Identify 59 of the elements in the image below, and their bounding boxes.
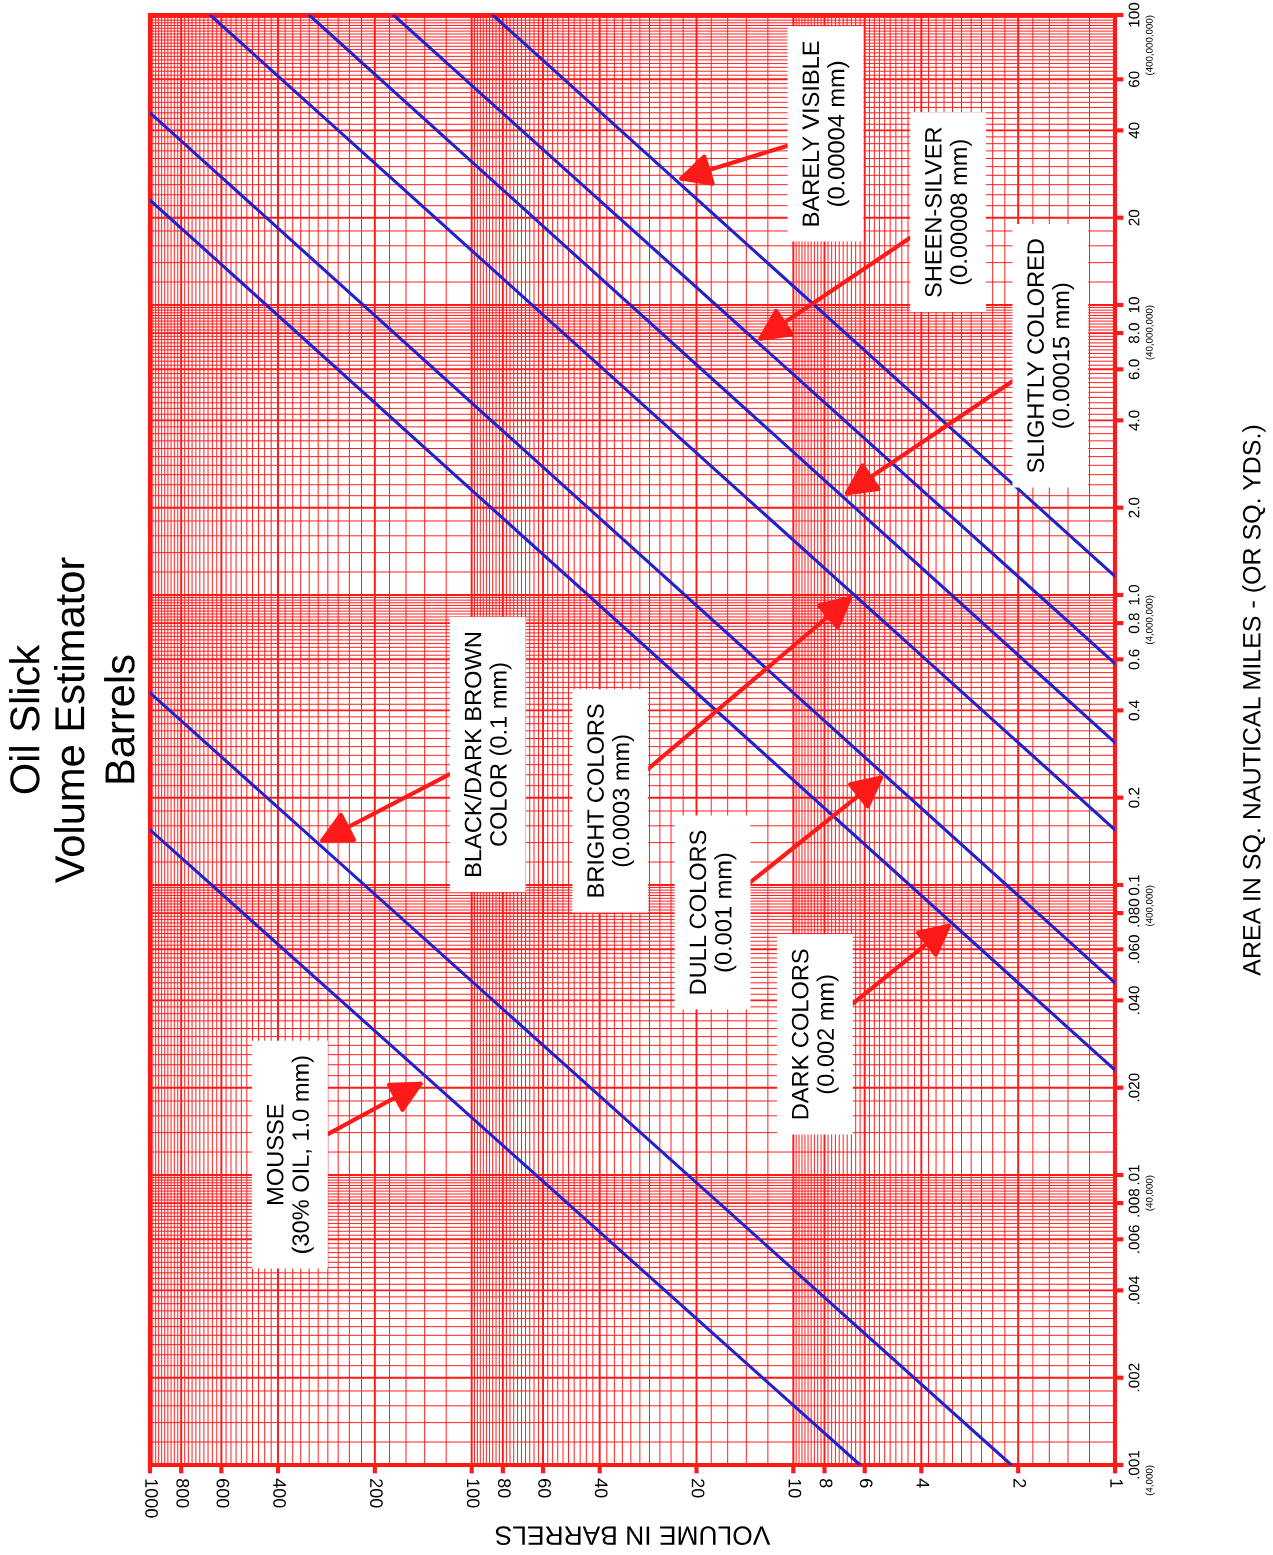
y-tick-label: .004: [1128, 1275, 1140, 1304]
y-tick-label: 1.0: [1128, 584, 1140, 605]
text: (400,000,000): [1145, 15, 1155, 75]
x-tick-label: 10: [788, 1479, 802, 1498]
y-tick-label: .001: [1128, 1450, 1140, 1479]
y-tick-label: .008: [1128, 1188, 1140, 1217]
x-tick-label: 600: [216, 1479, 230, 1508]
y-tick-label: 8.0: [1128, 323, 1140, 344]
text: Oil Slick Volume Estimator: [9, 557, 85, 884]
x-tick-label: 1000: [145, 1479, 158, 1518]
y-tick-label: 0.1: [1128, 875, 1140, 896]
y-tick-label: .01: [1128, 1165, 1140, 1185]
x-tick-label: 4: [916, 1478, 930, 1488]
y-tick-label: 6.0: [1128, 359, 1140, 380]
y-tick-label: 10: [1128, 297, 1140, 313]
x-tick-label: 2: [1013, 1479, 1027, 1488]
x-tick-label: 1: [1110, 1479, 1123, 1488]
annotation: SLIGHTLY COLORED (0.00015 mm): [1027, 239, 1075, 473]
x-tick-label: 6: [859, 1479, 873, 1488]
text: (4,000,000): [1145, 595, 1155, 645]
annotation: BRIGHT COLORS (0.0003 mm): [587, 704, 635, 897]
annotation: DULL COLORS (0.001 mm): [689, 830, 737, 994]
x-axis-title: VOLUME IN BARRELS: [495, 1526, 771, 1546]
y-tick-label: .060: [1128, 935, 1140, 963]
y-tick-label: 40: [1128, 122, 1140, 139]
text: (40,000,000): [1145, 305, 1155, 360]
x-tick-label: 60: [538, 1479, 551, 1498]
annotation: DARK COLORS (0.002 mm): [791, 949, 839, 1119]
x-tick-label: 20: [691, 1479, 705, 1498]
y-axis-title: AREA IN SQ. NAUTICAL MILES - (OR SQ. YDS.): [1242, 425, 1266, 976]
y-tick-label: 100: [1128, 2, 1140, 27]
y-tick-label: .020: [1128, 1073, 1140, 1102]
annotation: BLACK/DARK BROWN COLOR (0.1 mm): [464, 633, 512, 876]
annotation: SHEEN-SILVER (0.00008 mm): [924, 127, 972, 297]
annotation: BARELY VISIBLE (0.00004 mm): [802, 41, 850, 226]
text: Barrels: [104, 655, 135, 783]
text: (400,000): [1145, 885, 1155, 927]
y-tick-label: 0.4: [1128, 700, 1140, 721]
x-tick-label: 800: [176, 1478, 190, 1508]
annotation: MOUSSE (30% OIL, 1.0 mm): [266, 1056, 314, 1253]
x-tick-label: 400: [273, 1478, 286, 1508]
text: (4,000): [1145, 1465, 1155, 1496]
y-tick-label: .006: [1128, 1225, 1140, 1253]
y-tick-label: 0.6: [1128, 649, 1140, 670]
y-tick-label: 60: [1128, 71, 1140, 88]
y-tick-label: .040: [1128, 986, 1140, 1014]
x-tick-label: 8: [819, 1478, 833, 1488]
y-tick-label: 0.8: [1128, 613, 1140, 634]
x-tick-label: 100: [466, 1479, 480, 1508]
y-tick-label: 4.0: [1128, 410, 1140, 431]
y-tick-label: 0.2: [1128, 787, 1140, 808]
y-tick-label: 20: [1128, 209, 1140, 226]
x-tick-label: 80: [497, 1478, 511, 1498]
x-tick-label: 200: [369, 1479, 383, 1508]
y-tick-label: .002: [1128, 1363, 1140, 1392]
x-tick-label: 40: [594, 1478, 608, 1498]
y-tick-label: .080: [1128, 898, 1140, 927]
y-tick-label: 2.0: [1128, 497, 1140, 518]
text: (40,000): [1145, 1175, 1155, 1211]
